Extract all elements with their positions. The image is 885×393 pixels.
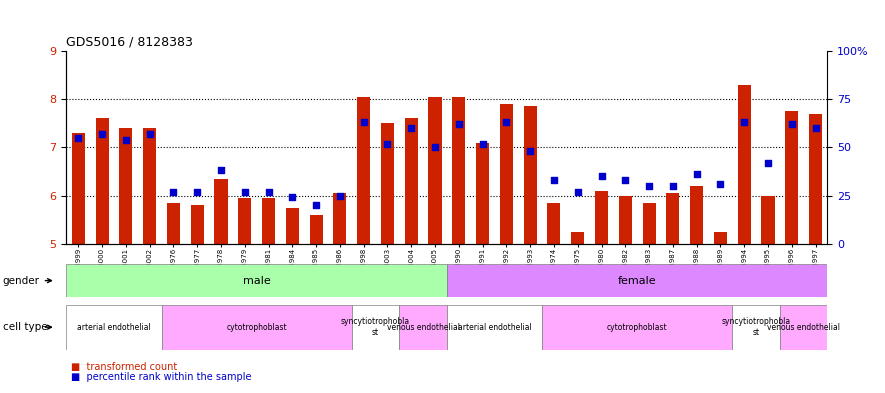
Bar [238,198,251,244]
Bar [780,305,827,350]
Text: female: female [618,275,657,286]
Bar [500,104,513,244]
Point [523,148,537,154]
Point [261,189,275,195]
Bar [66,264,447,297]
Bar [381,123,394,244]
Text: cytotrophoblast: cytotrophoblast [227,323,287,332]
Bar [399,305,447,350]
Bar [352,305,399,350]
Bar [643,203,656,244]
Bar [690,186,704,244]
Point [451,121,466,127]
Bar [286,208,299,244]
Point [95,131,109,137]
Text: syncytiotrophobla
st: syncytiotrophobla st [721,318,790,337]
Bar [262,198,275,244]
Point [166,189,181,195]
Point [713,181,727,187]
Text: arterial endothelial: arterial endothelial [458,323,531,332]
Bar [214,179,227,244]
Bar [733,305,780,350]
FancyArrowPatch shape [45,279,51,283]
Bar [524,107,536,244]
Bar [571,231,584,244]
Point [761,160,775,166]
Point [642,183,656,189]
Point [689,171,704,178]
Text: cytotrophoblast: cytotrophoblast [607,323,667,332]
Point [285,194,299,200]
Point [214,167,228,174]
Point [428,144,442,151]
Bar [452,97,466,244]
Point [809,125,823,131]
Text: arterial endothelial: arterial endothelial [77,323,150,332]
Point [309,202,323,208]
Bar [738,85,750,244]
Bar [72,133,85,244]
Bar [66,305,161,350]
Bar [334,193,346,244]
Bar [619,195,632,244]
Text: syncytiotrophobla
st: syncytiotrophobla st [341,318,410,337]
Bar [714,231,727,244]
Point [547,177,561,183]
Bar [548,203,560,244]
Point [595,173,609,179]
Bar [190,205,204,244]
Text: venous endothelial: venous endothelial [387,323,459,332]
Point [499,119,513,125]
Point [333,192,347,198]
Point [71,134,85,141]
Point [119,136,133,143]
Bar [167,203,180,244]
Bar [96,119,109,244]
Bar [476,143,489,244]
Bar [785,111,798,244]
Text: ■  transformed count: ■ transformed count [71,362,177,373]
Bar [143,128,156,244]
Point [142,131,157,137]
Bar [809,114,822,244]
Point [737,119,751,125]
Point [475,140,489,147]
FancyArrowPatch shape [45,325,51,329]
Point [357,119,371,125]
Text: ■  percentile rank within the sample: ■ percentile rank within the sample [71,372,251,382]
Text: venous endothelial: venous endothelial [767,323,840,332]
Text: male: male [242,275,271,286]
Bar [761,195,774,244]
Text: cell type: cell type [3,322,47,332]
Bar [310,215,323,244]
Bar [358,97,370,244]
Text: GDS5016 / 8128383: GDS5016 / 8128383 [66,35,193,48]
Bar [447,264,827,297]
Bar [447,305,543,350]
Bar [161,305,352,350]
Point [238,189,252,195]
Text: gender: gender [3,275,40,286]
Bar [119,128,133,244]
Point [785,121,799,127]
Bar [404,119,418,244]
Bar [542,305,733,350]
Bar [666,193,680,244]
Point [190,189,204,195]
Point [404,125,419,131]
Point [381,140,395,147]
Point [571,189,585,195]
Point [666,183,680,189]
Bar [428,97,442,244]
Point [619,177,633,183]
Bar [595,191,608,244]
